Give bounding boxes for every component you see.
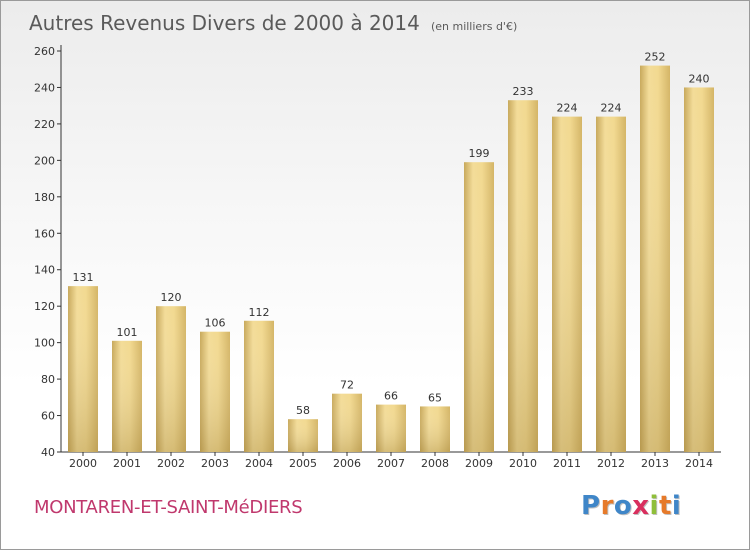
bar-value-label: 112 [249, 306, 270, 319]
proxiti-logo: Proxiti [581, 491, 681, 521]
x-tick-label: 2010 [509, 457, 537, 470]
y-tick-label: 240 [34, 81, 55, 94]
bar-value-label: 120 [161, 291, 182, 304]
x-tick-label: 2014 [685, 457, 713, 470]
bar-shade-2013 [640, 65, 670, 452]
y-tick-label: 180 [34, 191, 55, 204]
y-tick-label: 140 [34, 264, 55, 277]
bar-value-label: 224 [601, 102, 622, 115]
bar-value-label: 66 [384, 390, 398, 403]
bar-value-labels: 131 101 120 106 112 58 72 66 65 199 233 224 224 252 24… [73, 51, 710, 418]
bar-shade-2005 [288, 419, 318, 452]
x-tick-label: 2012 [597, 457, 625, 470]
y-tick-label: 60 [41, 410, 55, 423]
chart-title: Autres Revenus Divers de 2000 à 2014 (en… [29, 11, 517, 35]
bar-shade-2008 [420, 406, 450, 452]
bar-shade-2010 [508, 100, 538, 453]
x-tick-label: 2006 [333, 457, 361, 470]
logo-letter: x [632, 491, 650, 521]
logo-letter: i [671, 491, 682, 521]
bar-shade-2007 [376, 404, 406, 452]
y-tick-label: 200 [34, 154, 55, 167]
bar-value-label: 72 [340, 379, 354, 392]
commune-name: MONTAREN-ET-SAINT-MéDIERS [34, 497, 303, 518]
bar-shade-2000 [68, 286, 98, 452]
logo-letter: P [581, 491, 601, 521]
logo-letter: r [600, 491, 614, 521]
x-tick-label: 2003 [201, 457, 229, 470]
x-tick-label: 2009 [465, 457, 493, 470]
x-tick-label: 2007 [377, 457, 405, 470]
chart-title-text: Autres Revenus Divers de 2000 à 2014 [29, 11, 420, 35]
bar-value-label: 233 [513, 85, 534, 98]
y-tick-label: 220 [34, 118, 55, 131]
bars [68, 65, 714, 453]
y-tick-label: 160 [34, 227, 55, 240]
bar-shade-2006 [332, 393, 362, 452]
bar-shade-2012 [596, 116, 626, 453]
y-tick-label: 100 [34, 337, 55, 350]
bar-value-label: 240 [689, 72, 710, 85]
bar-shade-2011 [552, 116, 582, 453]
x-tick-label: 2001 [113, 457, 141, 470]
bar-value-label: 101 [117, 326, 138, 339]
bar-value-label: 58 [296, 404, 310, 417]
bar-value-label: 224 [557, 102, 578, 115]
bar-value-label: 65 [428, 391, 442, 404]
y-tick-label: 260 [34, 45, 55, 58]
bar-shade-2002 [156, 306, 186, 452]
bar-value-label: 131 [73, 271, 94, 284]
bar-shade-2009 [464, 162, 494, 452]
x-tick-label: 2008 [421, 457, 449, 470]
x-tick-label: 2013 [641, 457, 669, 470]
x-tick-label: 2011 [553, 457, 581, 470]
y-tick-label: 40 [41, 446, 55, 459]
bar-shade-2001 [112, 340, 142, 452]
axes: 40 60 80 100 120 140 160 180 200 220 240 260 2000 200… [34, 45, 721, 470]
chart-unit-text: (en milliers d'€) [430, 20, 518, 33]
bar-value-label: 199 [469, 147, 490, 160]
logo-letter: o [613, 491, 633, 521]
bar-value-label: 106 [205, 317, 226, 330]
x-tick-label: 2000 [69, 457, 97, 470]
bar-shade-2003 [200, 331, 230, 452]
x-tick-label: 2005 [289, 457, 317, 470]
logo-letter: i [649, 491, 659, 521]
x-tick-label: 2004 [245, 457, 273, 470]
y-tick-label: 80 [41, 373, 55, 386]
bar-shade-2004 [244, 320, 274, 452]
bar-shade-2014 [684, 87, 714, 453]
bar-value-label: 252 [645, 51, 666, 64]
logo-letter: t [658, 491, 672, 521]
y-tick-label: 120 [34, 300, 55, 313]
x-tick-label: 2002 [157, 457, 185, 470]
